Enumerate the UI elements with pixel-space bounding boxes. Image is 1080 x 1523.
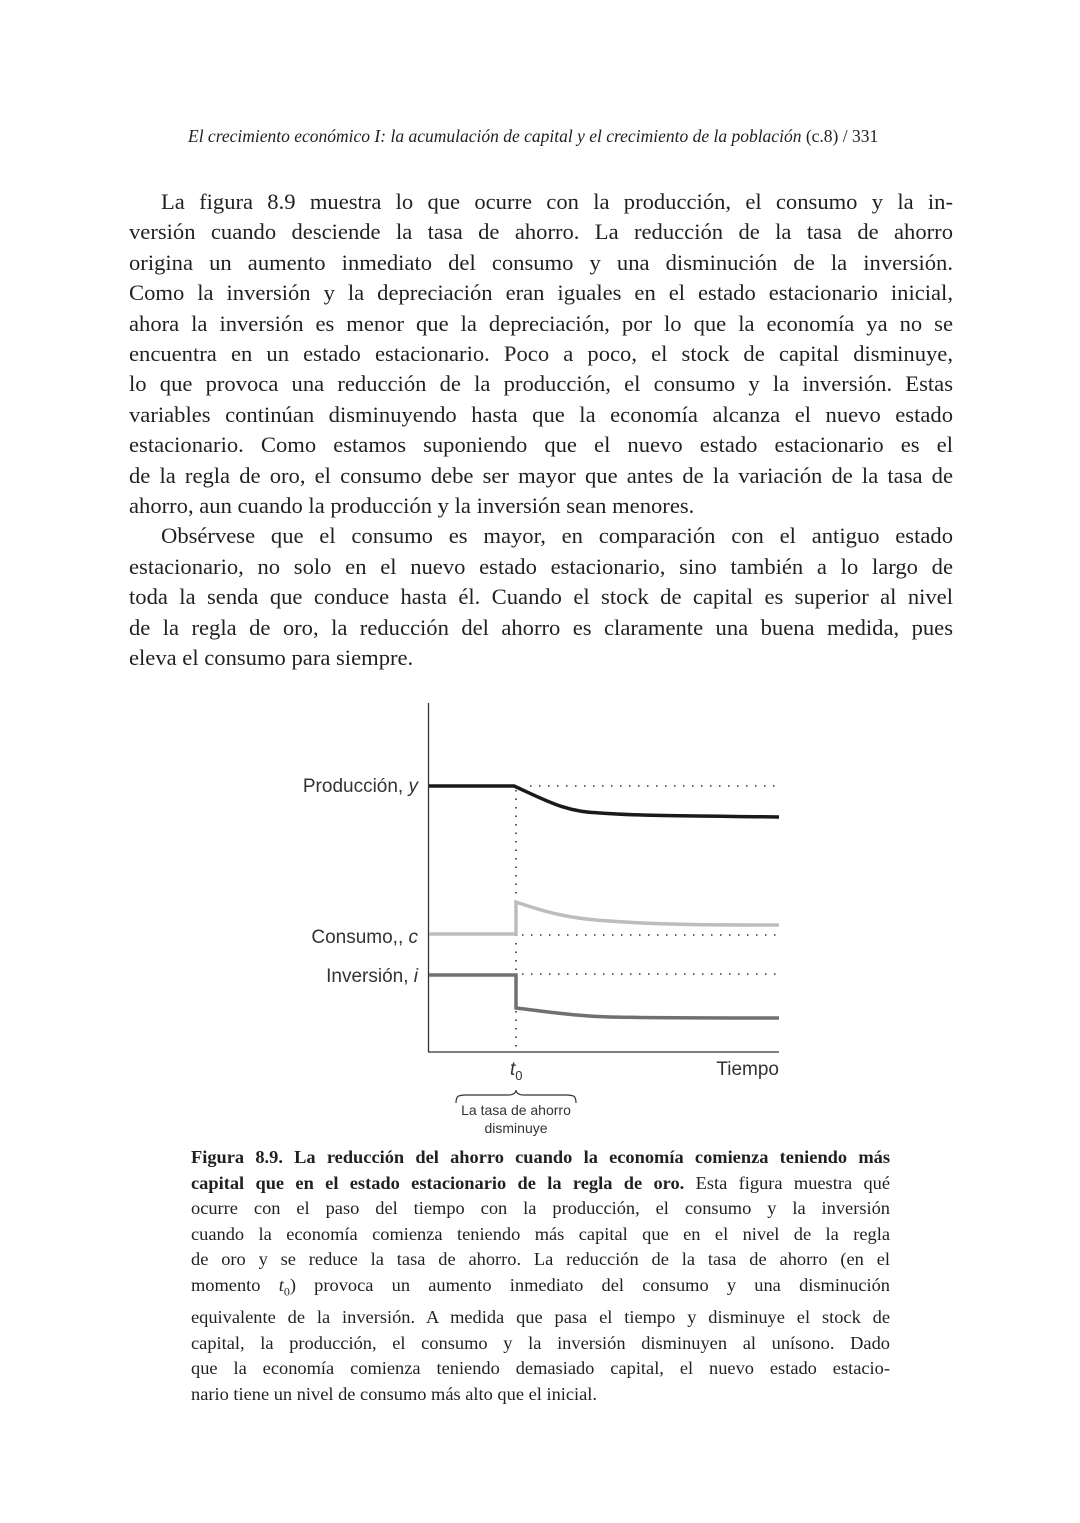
body-text: La figura 8.9 muestra lo que ocurre con … [129,187,953,674]
paragraph-line: toda la senda que conduce hasta él. Cuan… [129,584,953,610]
investment-curve [429,973,780,1020]
paragraph-line: eleva el consumo para siempre. [129,645,414,671]
paragraph-line: ahorro, aun cuando la producción y la in… [129,493,695,519]
paragraph-line: estacionario. Como estamos suponiendo qu… [129,432,953,458]
caption-line: nario tiene un nivel de consumo más alto… [191,1384,598,1405]
running-title: El crecimiento económico I: la acumulaci… [188,126,802,146]
production-curve [429,784,780,819]
paragraph-line: La figura 8.9 muestra lo que ocurre con … [161,189,953,214]
caption-line: ocurre con el paso del tiempo con la pro… [191,1198,890,1219]
x-axis-label: Tiempo [716,1059,779,1080]
caption-line: capital que en el estado estacionario de… [191,1172,891,1193]
consumption-label: Consumo,, c [311,927,418,948]
chapter-ref: (c.8) [805,126,839,146]
production-label: Producción, y [303,776,420,797]
caption-line: cuando la economía comienza teniendo más… [191,1223,890,1244]
investment-label: Inversión, i [326,966,419,987]
consumption-curve [429,899,780,936]
page-number: 331 [852,126,879,146]
brace-label-line-1: La tasa de ahorro [461,1102,571,1118]
figure-caption: Figura 8.9. La reducción del ahorro cuan… [191,1145,890,1408]
running-header: El crecimiento económico I: la acumulaci… [188,126,953,147]
header-separator: / [842,126,848,146]
paragraph-line: de la regla de oro, la reducción del aho… [129,614,953,640]
caption-line: equivalente de la inversión. A medida qu… [191,1307,890,1328]
brace-label-line-2: disminuye [484,1120,547,1136]
caption-line: de oro y se reduce la tasa de ahorro. La… [191,1249,890,1270]
paragraph-line: variables continúan disminuyendo hasta q… [129,401,953,427]
brace [455,1089,577,1104]
caption-line: capital, la producción, el consumo y la … [191,1332,890,1353]
caption-line: momento t0) provoca un aumento inmediato… [191,1274,890,1299]
paragraph-line: estacionario, no solo en el nuevo estado… [129,553,953,579]
t0-tick-label: t0 [510,1059,523,1083]
paragraph-line: origina un aumento inmediato del consumo… [129,249,953,275]
paragraph-line: lo que provoca una reducción de la produ… [129,371,953,397]
paragraph-line: Como la inversión y la depreciación eran… [129,280,953,306]
paragraph-line: de la regla de oro, el consumo debe ser … [129,462,953,488]
caption-line: que la economía comienza teniendo demasi… [191,1358,890,1379]
paragraph-line: Obsérvese que el consumo es mayor, en co… [161,523,953,549]
paragraph-line: encuentra en un estado estacionario. Poc… [129,341,953,367]
paragraph-line: ahora la inversión es menor que la depre… [129,310,953,336]
caption-line: Figura 8.9. La reducción del ahorro cuan… [191,1147,890,1167]
paragraph-line: versión cuando desciende la tasa de ahor… [129,219,953,245]
